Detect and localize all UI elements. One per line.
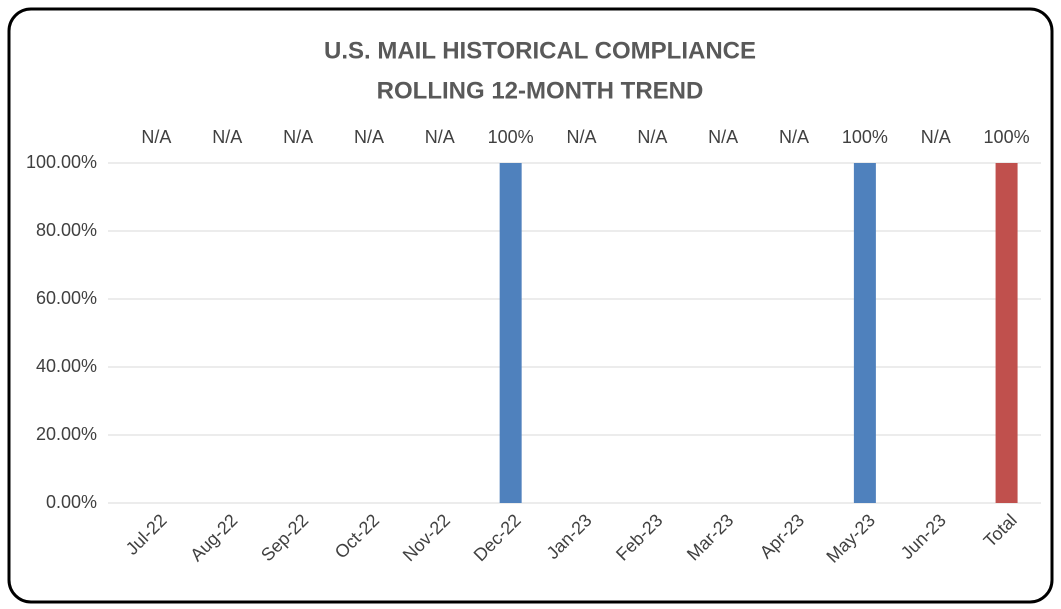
- data-label: 100%: [984, 127, 1030, 147]
- bar: [995, 163, 1018, 503]
- y-tick-label: 60.00%: [36, 288, 97, 308]
- data-label: 100%: [488, 127, 534, 147]
- y-tick-label: 0.00%: [46, 492, 97, 512]
- y-tick-label: 40.00%: [36, 356, 97, 376]
- data-label: N/A: [779, 127, 809, 147]
- data-label: N/A: [921, 127, 951, 147]
- y-tick-label: 20.00%: [36, 424, 97, 444]
- bar: [853, 163, 876, 503]
- data-label: N/A: [212, 127, 242, 147]
- data-label: 100%: [842, 127, 888, 147]
- data-label: N/A: [354, 127, 384, 147]
- chart-title: ROLLING 12-MONTH TREND: [377, 77, 704, 104]
- data-label: N/A: [425, 127, 455, 147]
- chart-frame: [7, 7, 1054, 604]
- data-label: N/A: [708, 127, 738, 147]
- data-label: N/A: [283, 127, 313, 147]
- y-tick-label: 100.00%: [26, 152, 97, 172]
- data-label: N/A: [566, 127, 596, 147]
- bar: [499, 163, 522, 503]
- data-label: N/A: [141, 127, 171, 147]
- y-tick-label: 80.00%: [36, 220, 97, 240]
- chart-title: U.S. MAIL HISTORICAL COMPLIANCE: [324, 37, 756, 64]
- data-label: N/A: [637, 127, 667, 147]
